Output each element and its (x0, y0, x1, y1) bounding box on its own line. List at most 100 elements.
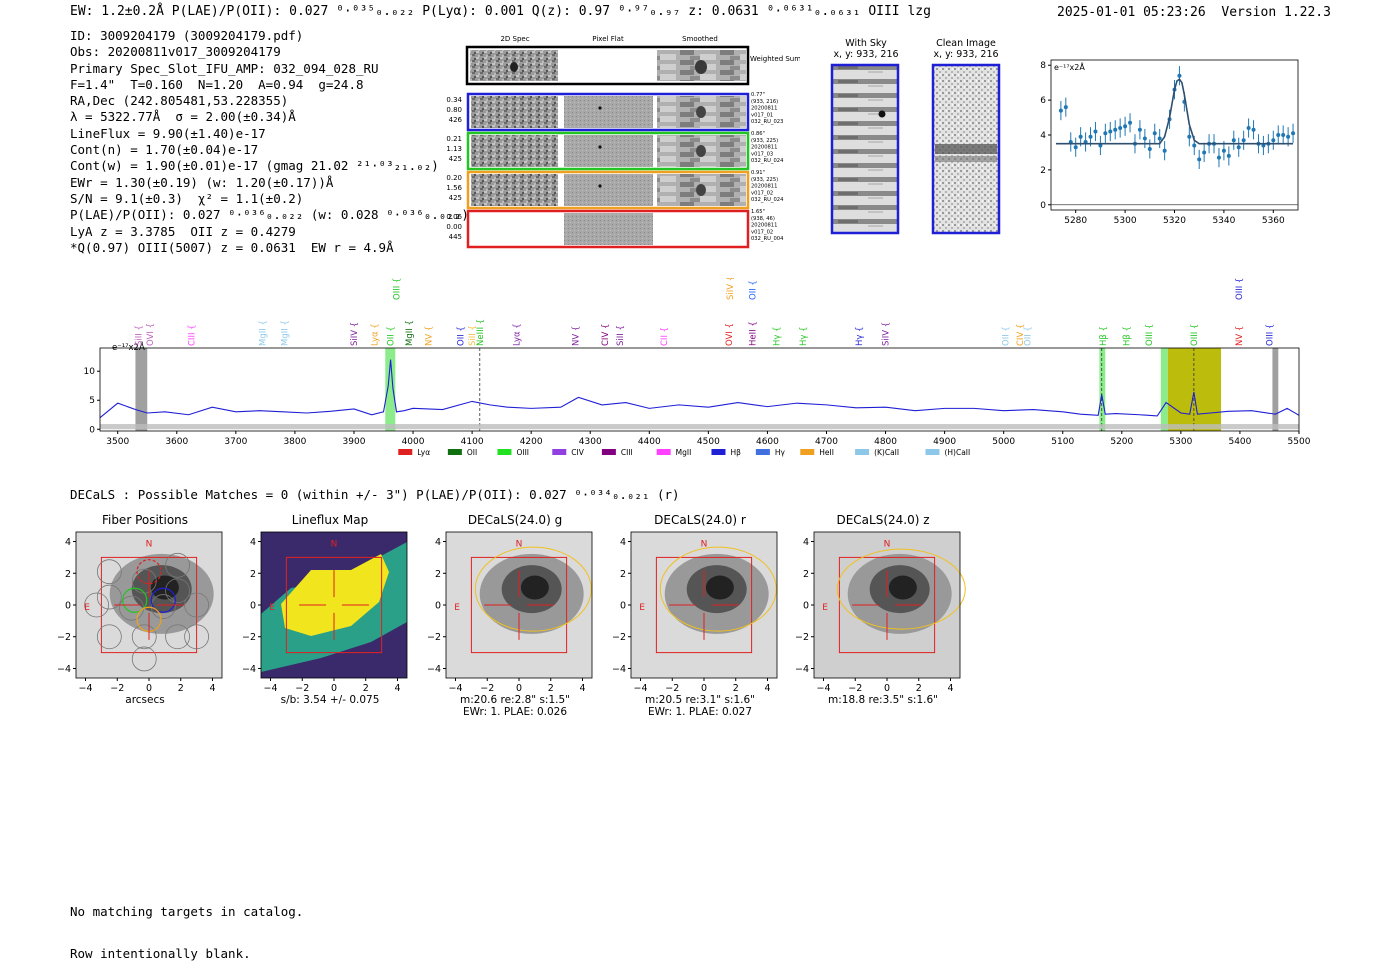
panel-x-tick-label: 4 (209, 683, 215, 694)
cutout-row-meta: 032_RU_023 (751, 119, 783, 125)
info-line: LyA z = 3.3785 OII z = 0.4279 (70, 223, 296, 239)
cutout-smoothed-source (696, 184, 706, 196)
emission-line-name: SiII { (468, 325, 478, 346)
sky-images-svg (830, 63, 1001, 235)
spectrum-x-tick-label: 4400 (638, 437, 661, 447)
panel-x-tick-label: 4 (394, 683, 400, 694)
spectrum-y-tick-label: 10 (84, 367, 96, 377)
info-line: RA,Dec (242.805481,53.228355) (70, 93, 289, 109)
fiber-circle (131, 624, 157, 650)
emission-line-label: Hγ { (772, 326, 782, 346)
spectrum-x-tick-label: 5300 (1169, 437, 1192, 447)
legend-swatch (711, 449, 726, 455)
panel-x-tick-label: −4 (449, 683, 463, 694)
zoom-data-point (1147, 146, 1152, 151)
weighted-sum-source-smoothed (695, 60, 707, 74)
cutout-row-meta: (938, 46) (751, 216, 775, 222)
cutout-row-stat: 0.80 (446, 106, 462, 114)
zoom-data-point (1118, 126, 1123, 131)
spectrum-x-tick-label: 3700 (224, 437, 247, 447)
panel-x-tick-label: 2 (916, 683, 922, 694)
panel-y-tick-label: −4 (795, 664, 809, 675)
emission-line-name: MgII { (405, 320, 415, 346)
decals-panel-title: DECaLS(24.0) r (654, 513, 746, 527)
search-box (285, 556, 383, 654)
panel-x-tick-label: 0 (331, 683, 337, 694)
panel-y-tick-label: 4 (65, 537, 71, 548)
zoom-data-point (1177, 73, 1182, 78)
emission-line-label: SiII { (468, 325, 478, 346)
sky-residual-band (100, 424, 1299, 430)
weighted-sum-source (510, 62, 518, 72)
emission-line-name: SiIV { (882, 322, 892, 346)
info-line: Cont(w) = 1.90(±0.01)e-17 (gmag 21.02 ²¹… (70, 158, 439, 174)
panel-y-tick-label: 0 (65, 601, 71, 612)
cutout-row-stat: 1.13 (446, 145, 462, 153)
panel-y-axis: −4 −2 0 2 4 (242, 537, 261, 675)
emission-line-label: OII { (1001, 326, 1011, 346)
panel-y-tick-label: −2 (795, 632, 809, 643)
catalog-note-line2: Row intentionally blank. (70, 946, 251, 961)
emission-line-label: CIV { (601, 324, 611, 346)
emission-line-name: NeIII { (476, 319, 486, 346)
with-sky-title-text: With Sky (845, 38, 887, 49)
fiber-circle (184, 592, 210, 618)
north-label: N (884, 539, 891, 549)
cutout-flat-spot (598, 145, 602, 149)
fiber-circle (84, 592, 110, 618)
zoom-data-point (1231, 138, 1236, 143)
cutout-row-meta: 032_RU_004 (751, 236, 784, 242)
spectrum-x-tick-label: 5500 (1288, 437, 1311, 447)
zoom-data-point (1137, 127, 1142, 132)
cutout-col-title: Pixel Flat (592, 35, 624, 43)
panel-xlabel: arcsecs (125, 694, 165, 706)
emission-line-name: NV { (424, 326, 434, 346)
panel-y-tick-label: 4 (435, 537, 441, 548)
spectrum-x-tick-label: 4100 (461, 437, 484, 447)
emission-line-name: OIII { (1190, 324, 1200, 346)
cutout-smoothed-source (696, 106, 706, 118)
cutout-pixel-flat (564, 96, 653, 128)
legend-label: CIII (621, 448, 633, 457)
emission-line-label: SiIV { (882, 322, 892, 346)
emission-line-label: OII { (1023, 326, 1033, 346)
cutout-row-meta: 032_RU_024 (751, 197, 784, 203)
panel-y-tick-label: 2 (250, 569, 256, 580)
spectrum-x-tick-label: 4300 (579, 437, 602, 447)
cutout-row: 0.06 0.00 445 1.65"(938, 46)20200811v017_02… (446, 209, 784, 249)
cutout-row-meta: 1.65" (751, 209, 765, 215)
catalog-note: No matching targets in catalog. Row inte… (70, 877, 303, 975)
zoom-data-point (1108, 129, 1113, 134)
east-label: E (269, 603, 275, 613)
emission-line-name: Hβ { (1099, 326, 1109, 346)
zoom-data-point (1221, 148, 1226, 153)
emission-line-label: CIV { (1016, 324, 1026, 346)
search-box (838, 556, 936, 654)
cutout-row-stat: 426 (449, 116, 463, 124)
fiber-circle (96, 624, 122, 650)
cutout-row-meta: (933, 225) (751, 138, 778, 144)
emission-line-label: MgII { (405, 320, 415, 346)
emission-line-name: OIII { (1265, 324, 1275, 346)
emission-line-name: OIII { (393, 278, 403, 300)
zoom-data-point (1058, 108, 1063, 113)
legend-swatch (497, 449, 512, 455)
emission-line-label: CIII { (188, 324, 198, 346)
emission-line-label: NV { (571, 326, 581, 346)
zoom-data-point (1291, 131, 1296, 136)
legend-label: OIII (516, 448, 529, 457)
full-spectrum-chart: 3500 3600 3700 3800 3900 4000 4100 4200 4300 4400… (84, 278, 1311, 457)
zoom-x-tick-label: 5360 (1262, 216, 1285, 226)
panel-x-tick-label: −4 (817, 683, 831, 694)
emission-line-label: OIII { (1145, 324, 1155, 346)
spectrum-x-tick-label: 4600 (756, 437, 779, 447)
cutout-row-meta: 20200811 (751, 184, 777, 190)
panel-y-tick-label: 4 (620, 537, 626, 548)
cutout-row-stat: 1.56 (446, 184, 462, 192)
zoom-data-point (1216, 155, 1221, 160)
zoom-y-tick-label: 6 (1040, 96, 1046, 106)
cutout-row-stat: 0.20 (446, 174, 462, 182)
zoom-x-tick-label: 5300 (1114, 216, 1137, 226)
cutout-row-stat: 425 (449, 155, 462, 163)
cutout-row-stat: 445 (449, 233, 462, 241)
